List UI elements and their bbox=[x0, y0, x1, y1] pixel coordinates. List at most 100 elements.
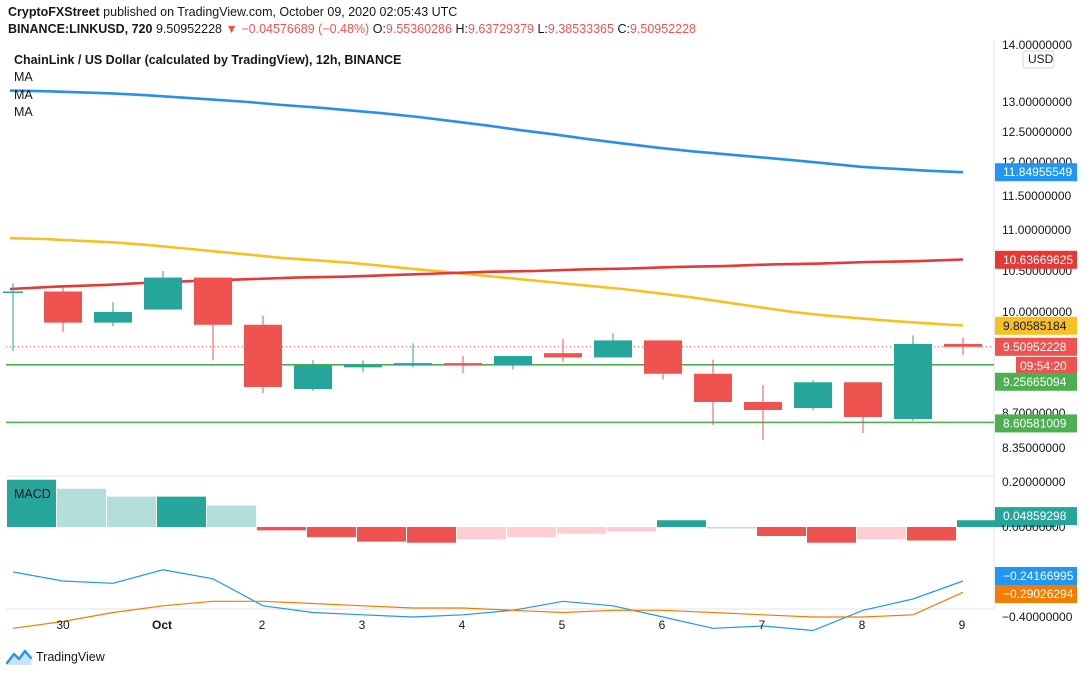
macd-hist-bar-3[interactable] bbox=[107, 496, 156, 527]
macd-hist-bar-1[interactable] bbox=[7, 479, 56, 527]
price-axis-label-5-bg bbox=[1016, 356, 1077, 375]
time-tick-label: 4 bbox=[459, 618, 466, 632]
open-label: O: bbox=[372, 22, 386, 36]
symbol-label: BINANCE:LINKUSD, 720 bbox=[8, 22, 153, 36]
candle-body bbox=[844, 382, 882, 417]
candle-body bbox=[944, 343, 982, 347]
candle-body bbox=[144, 277, 182, 310]
macd-axis-label-3: −0.29026294 bbox=[995, 585, 1077, 603]
candle-12[interactable] bbox=[544, 338, 582, 362]
published-text: published on TradingView.com, October 09… bbox=[99, 5, 458, 19]
macd-tick-label: 0.20000000 bbox=[1002, 475, 1066, 489]
price-axis-label-7: 8.60581009 bbox=[995, 414, 1077, 433]
candle-15[interactable] bbox=[694, 359, 732, 425]
macd-hist-bar-12[interactable] bbox=[557, 527, 606, 534]
legend-ma-1[interactable]: MA bbox=[14, 70, 33, 84]
candle-10[interactable] bbox=[444, 356, 482, 374]
candle-body bbox=[44, 291, 82, 323]
candle-8[interactable] bbox=[344, 360, 382, 373]
macd-line[interactable] bbox=[12, 569, 964, 632]
candle-body bbox=[94, 312, 132, 323]
price-axis-label-2: 10.63669625 bbox=[995, 250, 1077, 269]
low-label: L: bbox=[537, 22, 548, 36]
candle-3[interactable] bbox=[94, 302, 132, 327]
price-axis-label-6: 9.25665094 bbox=[995, 372, 1077, 391]
macd-hist-bar-14[interactable] bbox=[657, 520, 706, 527]
candle-18[interactable] bbox=[844, 382, 882, 433]
macd-hist-bar-5[interactable] bbox=[207, 505, 256, 527]
macd-hist-bar-8[interactable] bbox=[357, 527, 406, 542]
price-axis-label-7-text: 8.60581009 bbox=[1003, 416, 1067, 430]
publish-header: CryptoFXStreet published on TradingView.… bbox=[8, 5, 457, 19]
candle-body bbox=[644, 340, 682, 374]
candle-1[interactable] bbox=[3, 283, 23, 352]
signal-line[interactable] bbox=[12, 591, 964, 629]
macd-hist-bar-15[interactable] bbox=[707, 527, 756, 529]
price-axis-label-3: 9.80585184 bbox=[995, 316, 1077, 335]
macd-hist-bar-16[interactable] bbox=[757, 527, 806, 536]
ma-blue-line[interactable] bbox=[9, 89, 964, 174]
macd-axis-label-1: 0.04859298 bbox=[995, 507, 1077, 526]
time-tick-label: 3 bbox=[359, 618, 366, 632]
candle-9[interactable] bbox=[394, 343, 432, 368]
price-tick-label: 11.50000000 bbox=[1002, 189, 1072, 203]
macd-hist-bar-11[interactable] bbox=[507, 527, 556, 538]
macd-hist-bar-9[interactable] bbox=[407, 527, 456, 543]
author-name[interactable]: CryptoFXStreet bbox=[8, 5, 100, 19]
time-tick-label: 2 bbox=[259, 618, 266, 632]
tradingview-brand[interactable]: TradingView bbox=[6, 648, 105, 666]
candle-body bbox=[594, 340, 632, 358]
candle-5[interactable] bbox=[194, 277, 232, 361]
price-axis-label-5-text: 09:54:20 bbox=[1020, 359, 1067, 373]
candle-17[interactable] bbox=[794, 380, 832, 410]
candle-19[interactable] bbox=[894, 335, 932, 421]
candle-20[interactable] bbox=[944, 337, 982, 356]
candle-body bbox=[494, 356, 532, 366]
candle-6[interactable] bbox=[244, 315, 282, 393]
candle-14[interactable] bbox=[644, 340, 682, 380]
candle-2[interactable] bbox=[44, 287, 82, 332]
macd-hist-bar-13[interactable] bbox=[607, 527, 656, 532]
macd-legend[interactable]: MACD bbox=[14, 487, 51, 501]
high-label: H: bbox=[455, 22, 468, 36]
candle-body bbox=[394, 363, 432, 366]
candle-4[interactable] bbox=[144, 271, 182, 310]
currency-badge-frame bbox=[1022, 50, 1055, 69]
legend-ma-3[interactable]: MA bbox=[14, 105, 33, 119]
candle-11[interactable] bbox=[494, 356, 532, 370]
macd-hist-bar-18[interactable] bbox=[857, 527, 906, 540]
candle-13[interactable] bbox=[594, 333, 632, 358]
macd-hist-bar-6[interactable] bbox=[257, 527, 306, 531]
macd-hist-bar-17[interactable] bbox=[807, 527, 856, 543]
price-axis-label-6-text: 9.25665094 bbox=[1003, 375, 1067, 389]
macd-hist-bar-20[interactable] bbox=[957, 520, 1006, 527]
candle-body bbox=[244, 324, 282, 387]
macd-hist-bar-10[interactable] bbox=[457, 527, 506, 540]
macd-axis-label-2-text: −0.24166995 bbox=[1003, 569, 1074, 583]
change-down-icon: ▼ bbox=[225, 22, 238, 36]
candle-7[interactable] bbox=[294, 360, 332, 391]
price-tick-label: 13.00000000 bbox=[1002, 95, 1072, 109]
macd-hist-bar-19[interactable] bbox=[907, 527, 956, 541]
candle-body bbox=[794, 382, 832, 408]
price-axis-label-4: 9.50952228 bbox=[995, 337, 1077, 356]
currency-badge[interactable]: USD bbox=[1022, 50, 1055, 69]
candle-body bbox=[694, 373, 732, 402]
macd-hist-bar-4[interactable] bbox=[157, 496, 206, 527]
macd-hist-bar-7[interactable] bbox=[307, 527, 356, 538]
macd-axis-label-2: −0.24166995 bbox=[995, 567, 1077, 585]
candle-16[interactable] bbox=[744, 385, 782, 440]
open-value: 9.55360286 bbox=[385, 22, 452, 36]
brand-name: TradingView bbox=[36, 650, 105, 664]
candle-body bbox=[544, 353, 582, 358]
time-tick-label: 6 bbox=[659, 618, 666, 632]
candle-body bbox=[744, 402, 782, 410]
macd-axis-label-2-bg bbox=[995, 567, 1077, 585]
macd-axis-label-1-bg bbox=[995, 507, 1077, 526]
price-axis-label-4-bg bbox=[995, 337, 1077, 356]
candle-body bbox=[444, 363, 482, 366]
legend-ma-2[interactable]: MA bbox=[14, 88, 33, 102]
ma-yellow-line[interactable] bbox=[9, 236, 964, 327]
macd-hist-bar-2[interactable] bbox=[57, 488, 106, 527]
